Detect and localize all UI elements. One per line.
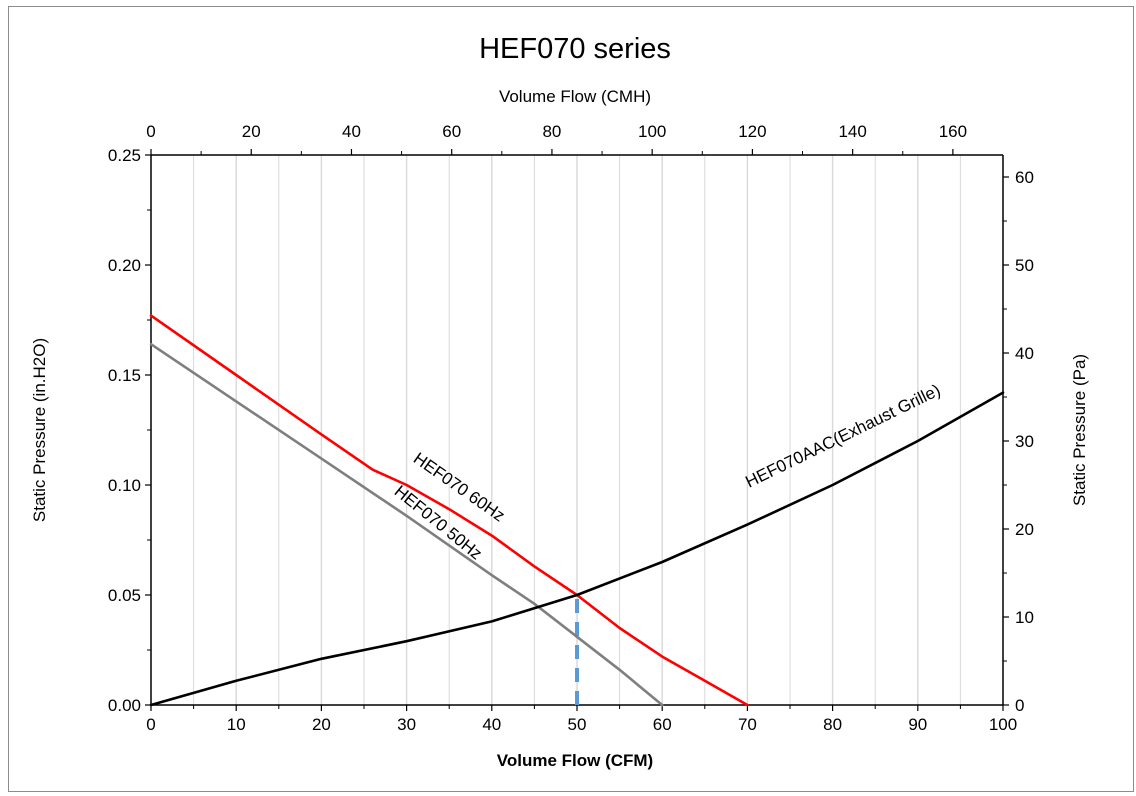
x-tick-label: 50 (568, 715, 587, 734)
x-tick-label: 60 (653, 715, 672, 734)
x2-tick-label: 60 (442, 122, 461, 141)
x-tick-label: 0 (146, 715, 155, 734)
x-tick-label: 30 (397, 715, 416, 734)
y-tick-label: 0.25 (108, 146, 141, 165)
x-tick-label: 40 (482, 715, 501, 734)
series-layer (149, 314, 1005, 707)
series-line-60hz (149, 314, 749, 707)
x2-tick-label: 120 (738, 122, 766, 141)
y-axis-title: Static Pressure (in.H2O) (30, 338, 49, 522)
series-line-50hz (149, 342, 664, 707)
x-tick-label: 70 (738, 715, 757, 734)
x2-tick-label: 80 (542, 122, 561, 141)
y2-tick-label: 30 (1015, 432, 1034, 451)
x2-tick-label: 100 (638, 122, 666, 141)
series-label-exhaust-grille: HEF070AAC(Exhaust Grille) (742, 381, 943, 492)
x-tick-label: 100 (989, 715, 1017, 734)
y2-tick-label: 20 (1015, 520, 1034, 539)
y2-axis-title: Static Pressure (Pa) (1070, 354, 1089, 506)
x2-axis-title: Volume Flow (CMH) (499, 87, 651, 106)
x2-tick-label: 140 (838, 122, 866, 141)
x2-tick-label: 0 (146, 122, 155, 141)
x2-tick-label: 160 (939, 122, 967, 141)
y2-tick-label: 40 (1015, 344, 1034, 363)
x-tick-label: 90 (908, 715, 927, 734)
x-tick-label: 80 (823, 715, 842, 734)
y-tick-label: 0.15 (108, 366, 141, 385)
y2-tick-label: 10 (1015, 608, 1034, 627)
x2-tick-label: 20 (242, 122, 261, 141)
y-tick-label: 0.00 (108, 696, 141, 715)
x-tick-label: 20 (312, 715, 331, 734)
y-tick-label: 0.20 (108, 256, 141, 275)
x-tick-label: 10 (227, 715, 246, 734)
x-axis-title: Volume Flow (CFM) (497, 751, 653, 770)
y2-tick-label: 60 (1015, 168, 1034, 187)
chart-title: HEF070 series (479, 33, 671, 65)
y2-tick-label: 0 (1015, 696, 1024, 715)
y-tick-label: 0.10 (108, 476, 141, 495)
grid-layer (193, 155, 961, 705)
y2-tick-label: 50 (1015, 256, 1034, 275)
series-line-exhaust-grille (149, 391, 1005, 707)
x2-tick-label: 40 (342, 122, 361, 141)
y-tick-label: 0.05 (108, 586, 141, 605)
chart-frame (8, 6, 1134, 792)
